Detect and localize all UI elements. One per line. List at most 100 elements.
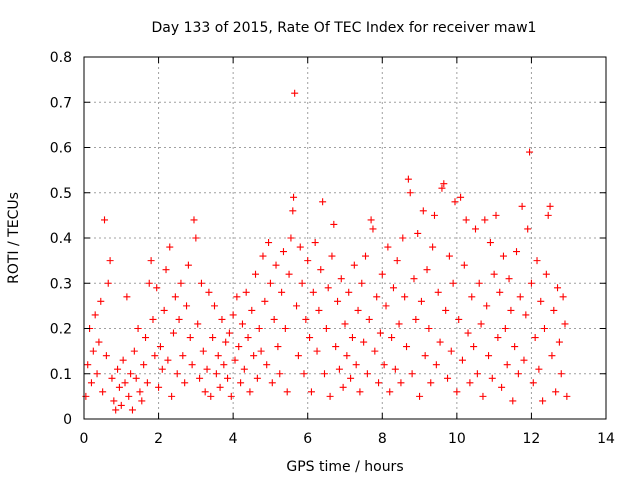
data-point — [499, 252, 507, 260]
data-point — [289, 207, 297, 215]
y-tick-label: 0.6 — [50, 141, 72, 157]
data-point — [192, 234, 200, 242]
x-tick-label: 6 — [303, 431, 312, 447]
data-point — [238, 320, 246, 328]
data-point — [313, 347, 321, 355]
data-point — [376, 329, 384, 337]
data-point — [436, 338, 444, 346]
data-point — [434, 288, 442, 296]
data-point — [307, 388, 315, 396]
data-point — [164, 356, 172, 364]
y-tick-label: 0.7 — [50, 95, 72, 111]
data-point — [112, 406, 120, 414]
data-point — [440, 180, 448, 188]
data-point — [279, 248, 287, 256]
data-point — [229, 311, 237, 319]
data-point — [341, 320, 349, 328]
data-point — [561, 320, 569, 328]
data-point — [304, 257, 312, 265]
data-point — [281, 325, 289, 332]
x-tick-label: 2 — [154, 431, 163, 447]
data-point — [416, 392, 424, 400]
data-point — [363, 370, 371, 378]
data-point — [451, 198, 459, 206]
data-point — [477, 320, 485, 328]
data-point — [332, 343, 340, 351]
data-point — [404, 175, 412, 183]
data-point — [362, 252, 370, 260]
data-point — [123, 293, 131, 301]
data-point — [520, 356, 528, 364]
data-point — [263, 361, 271, 369]
data-point — [211, 302, 218, 310]
data-point — [518, 202, 526, 210]
axis-ticks — [83, 56, 607, 420]
data-point — [550, 306, 558, 314]
x-tick-label: 12 — [523, 431, 541, 447]
data-point — [149, 315, 157, 323]
data-point — [524, 225, 532, 233]
data-point — [449, 279, 457, 287]
data-point — [235, 343, 243, 351]
data-point — [315, 306, 323, 314]
grid-lines — [84, 57, 606, 419]
data-point — [345, 288, 353, 296]
data-point — [294, 352, 302, 360]
data-point — [95, 338, 103, 346]
y-tick-label: 0.2 — [50, 322, 72, 338]
data-point — [147, 257, 155, 265]
data-point — [212, 370, 220, 378]
data-point — [375, 379, 383, 387]
data-point — [458, 356, 466, 364]
data-point — [138, 397, 146, 405]
data-point — [252, 270, 260, 278]
data-point — [382, 302, 390, 310]
data-point — [354, 306, 362, 314]
data-point — [388, 334, 396, 342]
data-point — [183, 302, 191, 310]
data-point — [507, 306, 515, 314]
data-point — [483, 302, 491, 310]
data-point — [414, 229, 422, 237]
data-point — [324, 284, 332, 292]
data-point — [432, 361, 440, 369]
data-point — [168, 392, 176, 400]
data-point — [227, 392, 235, 400]
data-point — [470, 343, 478, 351]
data-point — [104, 279, 112, 287]
data-point — [231, 356, 239, 364]
y-tick-label: 0.5 — [50, 186, 72, 202]
data-point — [196, 374, 204, 382]
data-point — [423, 266, 431, 274]
data-point — [270, 315, 278, 323]
data-point — [93, 370, 101, 378]
data-point — [399, 234, 407, 242]
data-point — [347, 374, 355, 382]
data-point — [110, 397, 118, 405]
data-point — [417, 297, 425, 305]
chart-title: Day 133 of 2015, Rate Of TEC Index for r… — [152, 20, 537, 36]
data-point — [119, 356, 127, 364]
data-point — [102, 352, 110, 360]
data-point — [207, 392, 215, 400]
data-point — [91, 311, 99, 319]
data-point — [395, 320, 403, 328]
data-point — [140, 361, 148, 369]
data-point — [527, 279, 535, 287]
data-point — [320, 370, 328, 378]
data-point — [291, 89, 299, 97]
data-point — [250, 352, 258, 360]
data-point — [268, 379, 276, 387]
data-point — [121, 379, 129, 387]
data-point — [136, 388, 144, 396]
data-point — [82, 392, 90, 400]
data-point — [421, 352, 429, 360]
data-point — [97, 297, 105, 305]
x-tick-labels: 0 2 4 6 8 10 12 14 — [80, 431, 615, 447]
data-point — [287, 234, 295, 242]
data-point — [89, 347, 97, 355]
data-point — [481, 216, 489, 224]
data-point — [389, 284, 397, 292]
data-point — [373, 293, 381, 301]
data-point — [244, 334, 252, 342]
